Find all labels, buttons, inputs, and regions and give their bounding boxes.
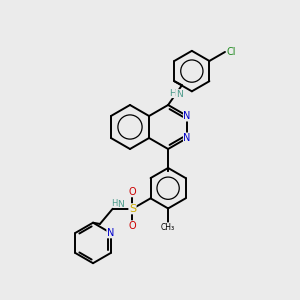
Text: N: N [184,133,191,143]
Text: N: N [107,228,114,238]
Text: N: N [117,200,124,209]
Text: H: H [112,199,118,208]
Text: O: O [129,221,136,231]
Text: H: H [169,88,176,98]
Text: Cl: Cl [226,47,236,57]
Text: S: S [129,204,136,214]
Text: CH₃: CH₃ [161,223,175,232]
Text: O: O [129,187,136,197]
Text: N: N [176,90,182,99]
Text: N: N [184,111,191,121]
